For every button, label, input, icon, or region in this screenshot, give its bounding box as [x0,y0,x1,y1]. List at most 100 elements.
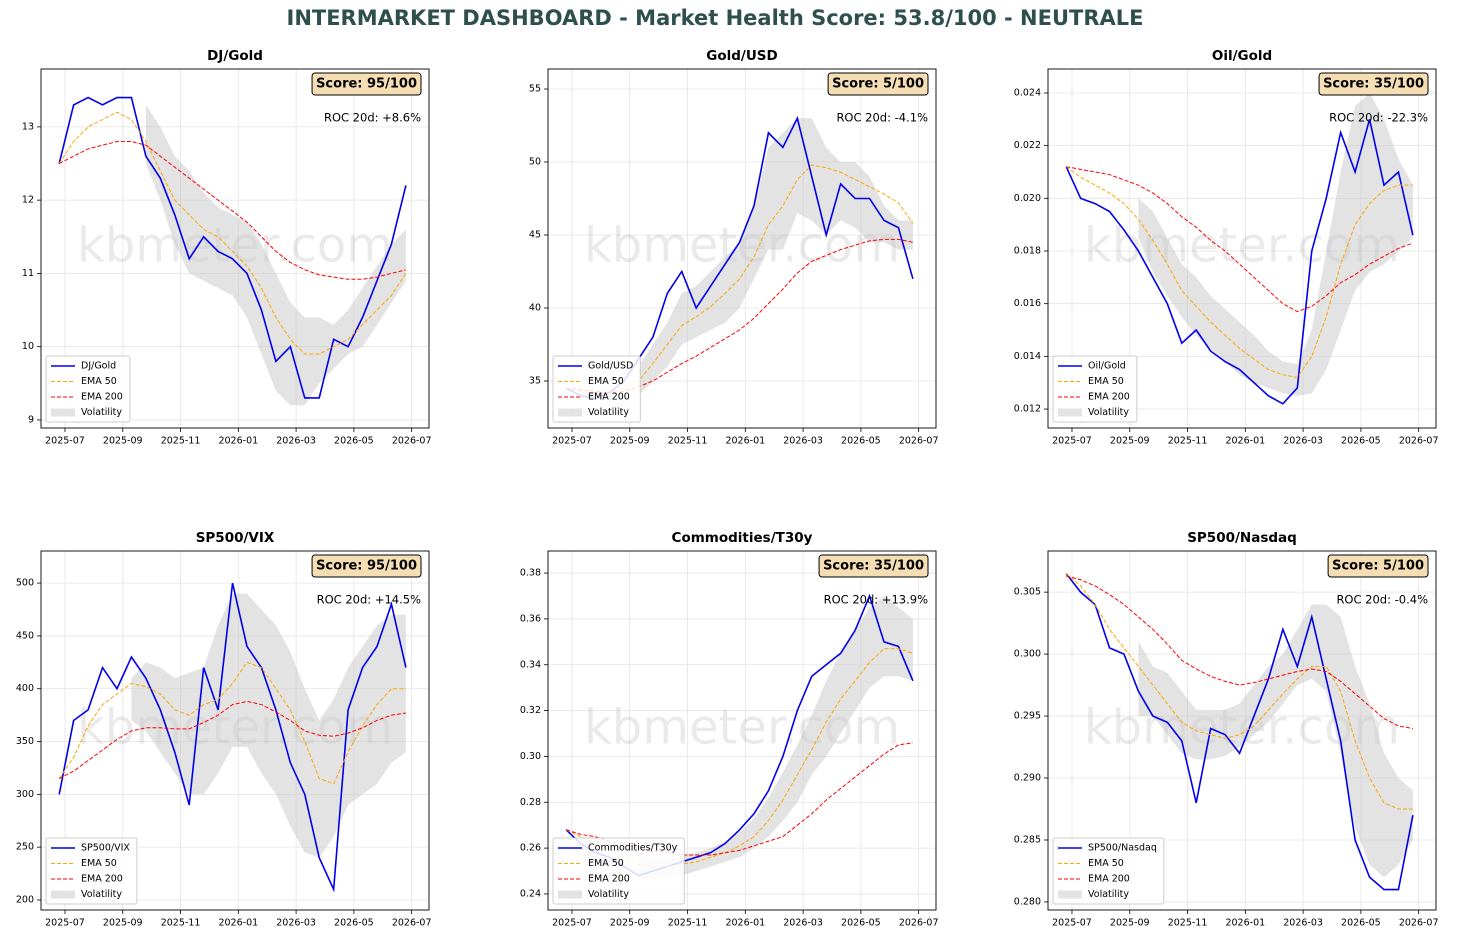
x-tick-label: 2025-09 [103,918,143,929]
legend-swatch [51,408,75,417]
legend-box [1052,355,1138,423]
legend-box [45,837,138,905]
legend-label: EMA 200 [81,874,123,885]
x-tick-label: 2026-07 [392,918,432,929]
y-tick-label: 0.022 [1014,140,1041,151]
axes-frame [40,550,430,911]
y-tick-label: 400 [16,683,34,694]
score-label: Score: 35/100 [823,559,924,574]
subplot-title: SP500/VIX [196,530,275,546]
roc-annotation: ROC 20d: +8.6% [324,111,421,125]
score-label: Score: 35/100 [1323,77,1424,92]
y-tick-label: 45 [529,229,541,240]
legend: Gold/USD EMA 50 EMA 200 Volatility [552,355,641,423]
x-tick-label: 2026-05 [1341,918,1381,929]
y-tick-label: 0.290 [1014,773,1041,784]
subplot-title: Gold/USD [706,48,777,64]
x-tick-label: 2025-09 [103,436,143,447]
x-tick-label: 2025-09 [1110,918,1150,929]
legend-label: Volatility [81,889,122,900]
axes-frame [547,68,937,429]
subplot-title: SP500/Nasdaq [1187,530,1297,546]
x-tick-label: 2026-07 [1399,436,1439,447]
y-tick-label: 11 [22,268,34,279]
y-tick-label: 13 [22,121,34,132]
score-box [1327,554,1429,578]
x-tick-label: 2026-07 [899,436,939,447]
x-tick-label: 2026-05 [334,436,374,447]
x-tick-label: 2026-01 [725,436,765,447]
legend-label: EMA 50 [81,376,117,387]
price-line [58,96,407,399]
x-tick-label: 2025-11 [161,918,201,929]
roc-annotation: ROC 20d: +13.9% [824,593,928,607]
legend-swatch [51,890,75,899]
x-tick-label: 2025-09 [1110,436,1150,447]
y-tick-label: 35 [529,375,541,386]
y-tick-label: 0.28 [520,797,541,808]
y-tick-label: 250 [16,842,34,853]
volatility-band [145,104,406,406]
plot-area: 2025-07 2025-09 2025-11 2026-01 2026-03 2026-… [529,48,939,447]
x-tick-label: 2026-01 [1225,436,1265,447]
x-tick-label: 2026-05 [1341,436,1381,447]
y-tick-label: 0.32 [520,705,541,716]
x-tick-label: 2025-07 [1052,918,1092,929]
y-tick-label: 0.300 [1014,649,1041,660]
x-tick-label: 2025-11 [161,436,201,447]
legend-label: Oil/Gold [1088,361,1126,372]
subplot-title: Commodities/T30y [672,530,813,546]
legend: Oil/Gold EMA 50 EMA 200 Volatility [1052,355,1138,423]
y-tick-label: 0.30 [520,751,541,762]
x-tick-label: 2026-01 [1225,918,1265,929]
volatility-band [1138,604,1413,878]
ema-line [58,111,407,355]
score-label: Score: 95/100 [316,77,417,92]
x-tick-label: 2025-07 [552,436,592,447]
legend-box [552,837,685,905]
legend-box [45,355,131,423]
legend-box [552,355,641,423]
legend-label: EMA 50 [588,376,624,387]
y-tick-label: 0.36 [520,613,541,624]
y-tick-label: 300 [16,789,34,800]
axes-frame [1047,550,1437,911]
y-tick-label: 350 [16,736,34,747]
legend-label: Volatility [1088,889,1129,900]
legend: DJ/Gold EMA 50 EMA 200 Volatility [45,355,131,423]
legend-label: EMA 200 [1088,874,1130,885]
y-tick-label: 0.295 [1014,711,1041,722]
roc-annotation: ROC 20d: -4.1% [836,111,928,125]
x-tick-label: 2025-11 [668,918,708,929]
y-tick-label: 40 [529,302,541,313]
y-tick-label: 0.305 [1014,587,1041,598]
y-tick-label: 0.280 [1014,896,1041,907]
plot-area: 2025-07 2025-09 2025-11 2026-01 2026-03 2026-… [1014,530,1439,929]
y-tick-label: 0.014 [1014,351,1041,362]
legend-swatch [1058,890,1082,899]
ema-line [1065,573,1413,810]
x-tick-label: 2026-07 [392,436,432,447]
score-label: Score: 5/100 [1332,559,1424,574]
plot-area: 2025-07 2025-09 2025-11 2026-01 2026-03 2026-… [16,530,432,929]
subplot-title: Oil/Gold [1212,48,1272,64]
plot-area: 2025-07 2025-09 2025-11 2026-01 2026-03 2026-… [22,48,432,447]
score-box [827,72,929,96]
y-tick-label: 200 [16,894,34,905]
legend-label: Volatility [588,889,629,900]
legend-label: EMA 50 [1088,858,1124,869]
ema-line [58,700,406,779]
y-tick-label: 0.024 [1014,87,1041,98]
y-tick-label: 12 [22,195,34,206]
volatility-band [638,595,913,881]
price-line [1065,119,1414,405]
x-tick-label: 2026-01 [725,918,765,929]
axes-frame [40,68,430,429]
ema-line [566,238,913,394]
y-tick-label: 10 [22,341,34,352]
y-tick-label: 0.020 [1014,193,1041,204]
legend-label: Volatility [1088,407,1129,418]
legend-label: EMA 200 [81,392,123,403]
x-tick-label: 2026-03 [783,918,823,929]
x-tick-label: 2026-03 [1283,436,1323,447]
